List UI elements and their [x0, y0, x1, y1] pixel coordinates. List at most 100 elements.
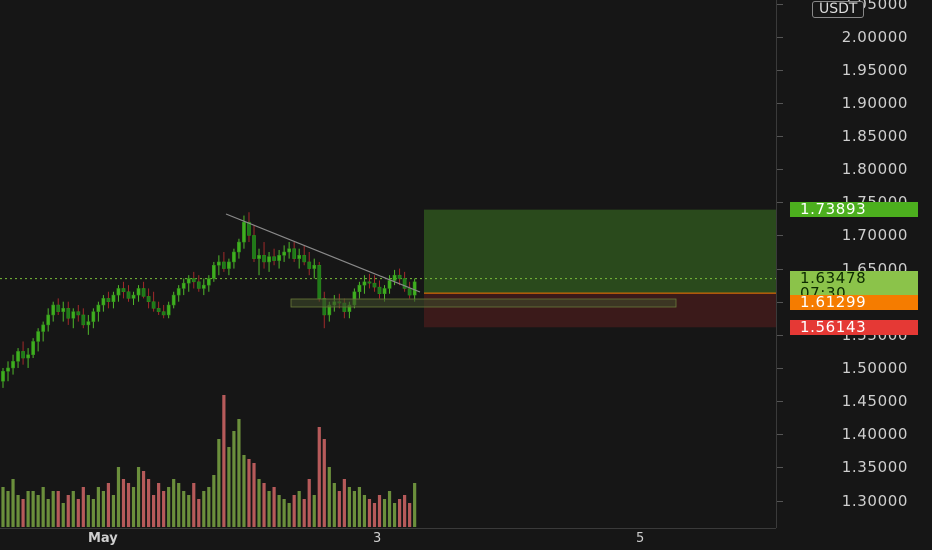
price-tick-label: 1.80000: [841, 160, 908, 179]
candle: [292, 248, 297, 259]
candle: [247, 221, 251, 236]
candle: [141, 288, 146, 297]
volume-bar: [362, 495, 367, 527]
trend-line: [225, 213, 421, 293]
candle: [312, 265, 317, 269]
candle: [91, 311, 96, 322]
chart-canvas[interactable]: [0, 0, 776, 528]
volume-bar: [136, 467, 141, 527]
candle: [277, 255, 281, 261]
candle: [111, 294, 116, 302]
volume-bar: [272, 487, 276, 527]
price-tick-label: 1.40000: [841, 425, 908, 444]
volume-bar: [41, 487, 45, 527]
volume-bar: [71, 491, 75, 527]
volume-bar: [106, 483, 111, 527]
volume-bar: [397, 499, 402, 527]
price-tick-mark: [777, 3, 783, 5]
price-tick-mark: [777, 36, 783, 38]
volume-bar: [332, 483, 336, 527]
candle: [71, 311, 76, 319]
take-profit-price-badge-text: 1.73893: [800, 200, 867, 218]
volume-bar: [61, 503, 65, 527]
candle: [6, 367, 10, 372]
candle: [387, 280, 392, 289]
volume-bar: [6, 491, 10, 527]
candle: [357, 284, 362, 293]
volume-bar: [197, 499, 201, 527]
current-price-badge: 1.63478 07:30: [790, 271, 918, 301]
candle: [242, 221, 246, 243]
volume-bar: [357, 487, 362, 527]
candle: [26, 354, 30, 359]
candle: [126, 291, 131, 299]
candle: [201, 284, 206, 289]
volume-bar: [413, 483, 417, 527]
candle: [407, 288, 412, 296]
chart-area[interactable]: [0, 0, 776, 528]
range-box: [290, 298, 677, 308]
candle: [181, 282, 186, 289]
candle: [166, 304, 171, 316]
volume-bar: [26, 491, 30, 527]
volume-bar: [312, 495, 316, 527]
volume-bar: [307, 479, 311, 527]
stop-loss-zone: [424, 293, 776, 328]
price-tick-label: 1.85000: [841, 127, 908, 146]
price-axis[interactable]: 2.05000 2.00000 1.95000 1.90000 1.85000 1.800…: [776, 0, 932, 528]
volume-bar: [192, 483, 196, 527]
volume-bar: [91, 499, 95, 527]
volume-bar: [222, 395, 226, 527]
volume-bar: [31, 491, 35, 527]
take-profit-price-badge: 1.73893: [790, 202, 918, 217]
candle: [16, 351, 20, 362]
candle: [307, 261, 312, 269]
volume-bar: [172, 479, 176, 527]
volume-bar: [202, 491, 206, 527]
price-tick-mark: [777, 202, 783, 204]
volume-bar: [212, 475, 216, 527]
candle: [66, 308, 71, 319]
volume-bar: [347, 487, 351, 527]
volume-bar: [116, 467, 121, 527]
candle: [61, 308, 66, 312]
candle: [317, 265, 322, 299]
volume-bar: [187, 495, 191, 527]
volume-bar: [21, 499, 25, 527]
price-tick-label: 2.00000: [841, 27, 908, 46]
candle: [186, 278, 191, 284]
volume-bar: [292, 495, 296, 527]
volume-bar: [146, 479, 151, 527]
volume-bar: [46, 499, 50, 527]
candle: [36, 331, 40, 342]
volume-bar: [327, 467, 331, 527]
volume-bar: [337, 491, 341, 527]
time-axis[interactable]: May 3 5: [0, 528, 776, 550]
price-tick-label: 1.30000: [841, 491, 908, 510]
volume-bar: [377, 495, 382, 527]
candle: [106, 298, 111, 302]
currency-badge[interactable]: USDT: [812, 1, 865, 18]
candle: [382, 288, 387, 294]
price-tick-mark: [777, 169, 783, 171]
candle: [227, 261, 231, 269]
volume-bar: [56, 491, 60, 527]
volume-bar: [182, 491, 186, 527]
volume-bar: [247, 459, 251, 527]
candle: [222, 261, 226, 269]
candle: [11, 361, 15, 369]
candle: [206, 278, 211, 286]
volume-bar: [372, 503, 377, 527]
price-tick-label: 1.90000: [841, 93, 908, 112]
volume-bar: [126, 483, 131, 527]
candle: [362, 281, 367, 286]
candle: [211, 265, 216, 279]
price-tick-mark: [777, 235, 783, 237]
entry-price-badge-text: 1.61299: [800, 293, 867, 311]
price-tick-label: 1.70000: [841, 226, 908, 245]
candle: [232, 251, 236, 263]
volume-bar: [66, 495, 70, 527]
candle: [21, 351, 25, 359]
volume-bar: [157, 483, 161, 527]
price-tick-mark: [777, 500, 783, 502]
